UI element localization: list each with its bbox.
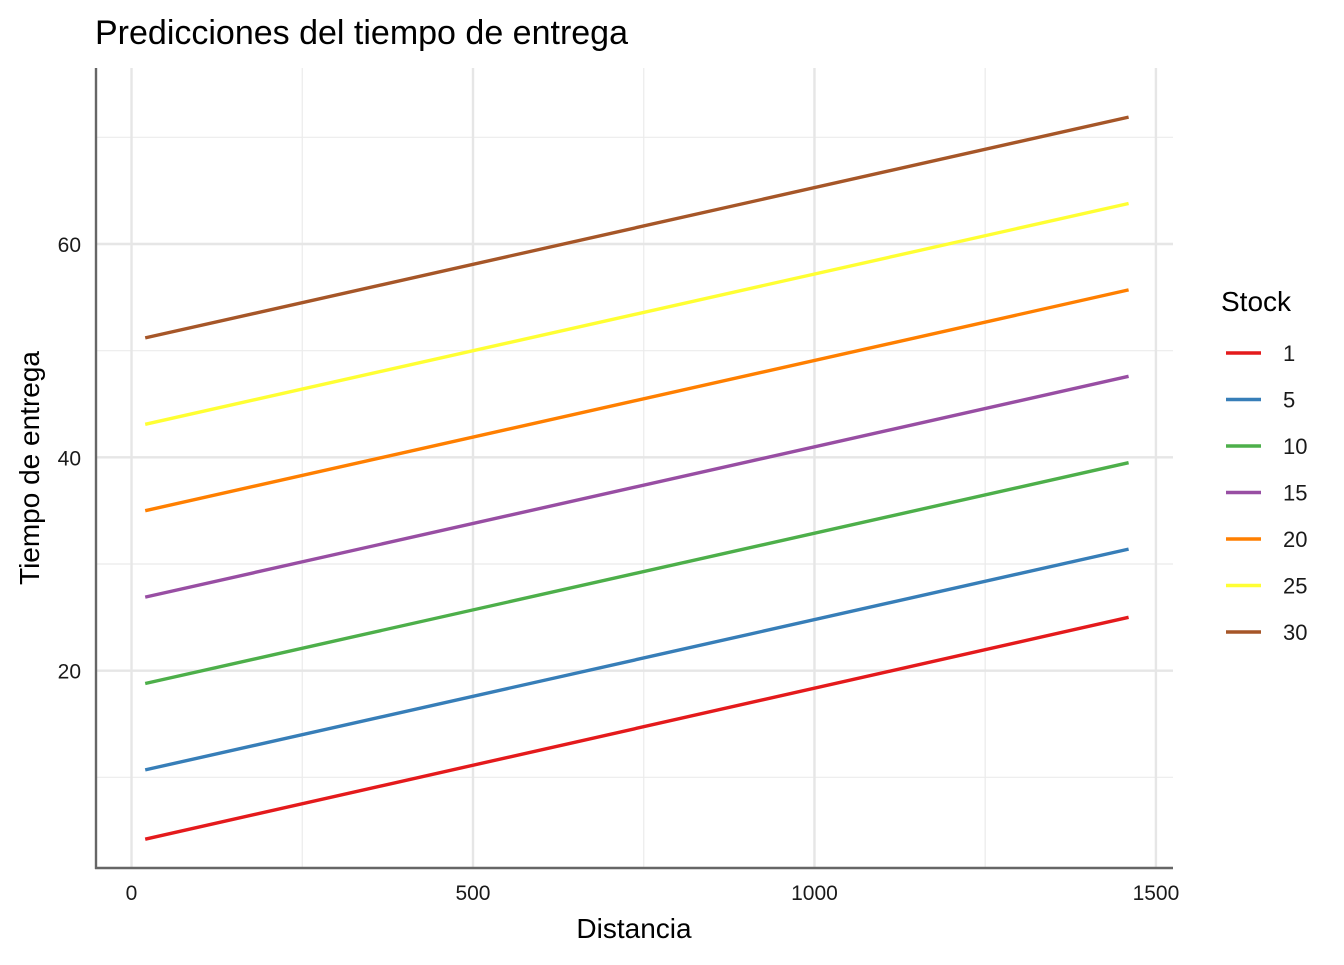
x-tick-label: 0	[126, 882, 138, 905]
series-line-15	[144, 374, 1129, 599]
legend-label-15: 15	[1283, 481, 1307, 506]
series-line-20	[144, 288, 1129, 513]
series-line-30	[144, 115, 1129, 340]
series-line-5	[144, 547, 1129, 772]
legend-label-20: 20	[1283, 527, 1307, 552]
axes	[94, 68, 1173, 870]
y-axis-title: Tiempo de entrega	[14, 351, 45, 585]
series-line-10	[144, 461, 1129, 686]
x-tick-label: 500	[455, 882, 490, 905]
legend-label-30: 30	[1283, 620, 1307, 645]
tick-labels: 0 500 1000 1500 20 40 60	[58, 234, 1180, 905]
x-tick-label: 1500	[1133, 882, 1180, 905]
grid	[96, 68, 1173, 868]
legend-label-25: 25	[1283, 574, 1307, 599]
y-tick-label: 60	[58, 234, 81, 257]
series-lines	[144, 115, 1129, 841]
legend-label-1: 1	[1283, 341, 1295, 366]
series-line-1	[144, 615, 1129, 841]
legend-label-5: 5	[1283, 388, 1295, 413]
series-line-25	[144, 201, 1129, 426]
y-tick-label: 40	[58, 447, 81, 470]
chart-title: Predicciones del tiempo de entrega	[95, 14, 628, 52]
x-tick-label: 1000	[791, 882, 838, 905]
x-axis-title: Distancia	[576, 913, 692, 944]
legend-title: Stock	[1221, 286, 1292, 317]
y-tick-label: 20	[58, 661, 81, 684]
legend-label-10: 10	[1283, 434, 1307, 459]
